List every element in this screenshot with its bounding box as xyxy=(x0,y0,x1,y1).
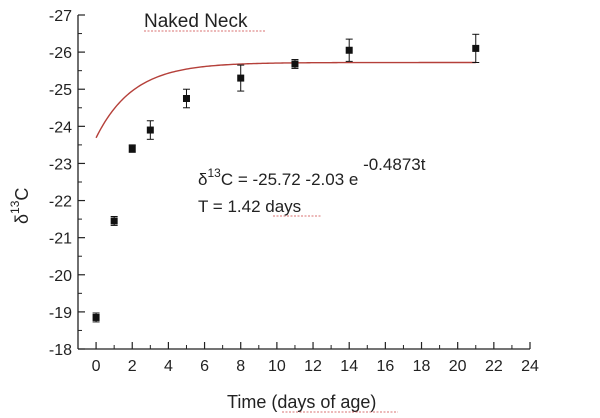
point-marker xyxy=(128,145,136,153)
equation-sup13: 13 xyxy=(207,166,221,180)
equation-delta: δ xyxy=(198,170,207,189)
y-tick-label: -19 xyxy=(49,305,72,322)
x-tick-label: 22 xyxy=(485,358,503,375)
y-axis-title: δ13C xyxy=(8,188,32,224)
plot-area: 0 2 4 6 8 10 12 14 16 18 20 22 24 -18-19-20-21-22-23… xyxy=(49,8,539,375)
data-point xyxy=(182,88,190,109)
data-point xyxy=(345,38,353,62)
x-tick-label: 14 xyxy=(340,358,358,375)
data-point xyxy=(146,120,154,140)
x-tick-label: 18 xyxy=(413,358,431,375)
data-point xyxy=(92,312,100,323)
y-axis-title-sup: 13 xyxy=(8,200,22,214)
y-axis-title-tail: C xyxy=(12,188,32,201)
point-marker xyxy=(146,126,154,134)
data-point xyxy=(128,144,136,153)
data-point xyxy=(472,33,480,64)
y-axis-title-delta: δ xyxy=(12,214,32,224)
point-marker xyxy=(345,46,353,54)
x-tick-label: 20 xyxy=(449,358,467,375)
x-tick-label: 12 xyxy=(304,358,322,375)
point-marker xyxy=(182,95,190,102)
y-tick-label: -26 xyxy=(49,45,72,62)
data-point xyxy=(237,64,245,92)
point-marker xyxy=(472,44,480,52)
y-tick-label: -23 xyxy=(49,156,72,173)
x-ticks: 0 2 4 6 8 10 12 14 16 18 20 22 24 xyxy=(92,342,539,375)
y-ticks: -18 -19 -20 -21 -22 -23 -24 -25 -26 -27 xyxy=(49,8,85,359)
x-tick-label: 0 xyxy=(92,358,101,375)
x-tick-label: 2 xyxy=(128,358,137,375)
x-tick-label: 10 xyxy=(268,358,286,375)
point-marker xyxy=(291,60,299,68)
data-point xyxy=(110,216,118,226)
x-tick-label: 16 xyxy=(376,358,394,375)
point-marker xyxy=(92,313,100,321)
equation-exponent: -0.4873t xyxy=(358,155,425,174)
y-tick-label: -21 xyxy=(49,231,72,248)
equation-lhs: C = -25.72 -2.03 e xyxy=(221,170,359,189)
y-tick-label: -18 xyxy=(49,342,72,359)
x-tick-label: 24 xyxy=(521,358,539,375)
y-tick-label: -25 xyxy=(49,82,72,99)
y-tick-label: -22 xyxy=(49,194,72,211)
equation-text: δ13C = -25.72 -2.03 e -0.4873t xyxy=(198,155,426,189)
chart-title: Naked Neck xyxy=(144,11,248,32)
y-tick-label: -24 xyxy=(49,119,72,136)
x-tick-label: 6 xyxy=(200,358,209,375)
data-point xyxy=(291,59,299,69)
y-tick-label: -27 xyxy=(49,8,72,25)
t-label: T = 1.42 days xyxy=(198,197,301,216)
x-axis-title: Time (days of age) xyxy=(227,392,376,412)
fit-curve xyxy=(95,61,476,139)
point-marker xyxy=(110,217,118,225)
x-tick-label: 4 xyxy=(164,358,173,375)
x-tick-label: 8 xyxy=(236,358,245,375)
point-marker xyxy=(237,74,245,82)
y-tick-label: -20 xyxy=(49,268,72,285)
data-points xyxy=(92,33,480,323)
